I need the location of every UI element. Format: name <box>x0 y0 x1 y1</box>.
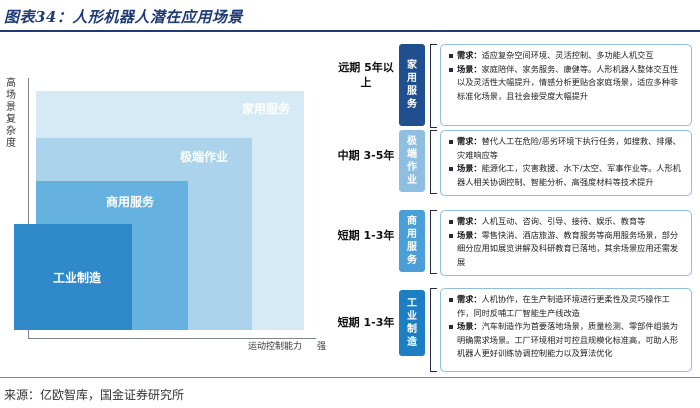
block-label-extreme-work: 极端作业 <box>180 150 229 164</box>
description-box: 需求：人机协作，在生产制造环境进行更柔性及灵巧操作工作，同时反哺工厂智能生产线改… <box>440 288 692 372</box>
tag-text: 工业制造 <box>407 298 417 348</box>
block-label-home-service: 家用服务 <box>242 102 291 116</box>
scene-item: 场景：汽车制造作为首要落地场景，质量检测、零部件组装为明确需求场景。工厂环境相对… <box>449 320 685 361</box>
tag-industrial-manufacturing: 工业制造 <box>399 290 425 356</box>
bracket <box>430 210 437 274</box>
x-axis-line <box>28 338 316 339</box>
source-note: 来源：亿欧智库，国金证券研究所 <box>4 388 185 402</box>
need-item: 需求：人机互动、咨询、引导、接待、娱乐、教育等 <box>449 215 685 229</box>
title-rule <box>0 30 700 32</box>
figure-title: 图表34：人形机器人潜在应用场景 <box>4 8 243 26</box>
need-label: 需求： <box>457 50 482 60</box>
block-industrial-manufacturing <box>14 224 132 330</box>
need-text: 替代人工在危险/恶劣环境下执行任务，如搜救、排爆、灾难响应等 <box>457 136 681 160</box>
x-axis-end-label: 强 <box>317 342 327 352</box>
scene-text: 汽车制造作为首要落地场景，质量检测、零部件组装为明确需求场景。工厂环境相对可控且… <box>457 321 679 359</box>
need-label: 需求： <box>457 136 482 146</box>
scene-item: 场景：能源化工，灾害救援、水下/太空、军事作业等。人形机器人相关协调控制、智能分… <box>449 162 685 189</box>
period-label: 短期 1-3年 <box>337 229 395 242</box>
tag-commercial-service: 商用服务 <box>399 210 425 272</box>
description-box: 需求：适应复杂空间环境、灵活控制、多功能人机交互 场景：家庭陪伴、家务服务、康健… <box>440 44 692 126</box>
scene-label: 场景： <box>457 229 482 240</box>
need-label: 需求： <box>457 216 482 226</box>
scene-item: 场景：零售快消、酒店旅游、教育服务等商用服务场景，部分细分应用如展览讲解及科研教… <box>449 229 685 270</box>
bracket <box>430 130 437 194</box>
block-label-industrial-manufacturing: 工业制造 <box>53 271 102 285</box>
tag-extreme-work: 极端作业 <box>399 130 425 192</box>
need-text: 人机协作，在生产制造环境进行更柔性及灵巧操作工作，同时反哺工厂智能生产线改造 <box>457 294 670 318</box>
need-text: 适应复杂空间环境、灵活控制、多功能人机交互 <box>481 50 654 60</box>
y-axis-title: 高 场景复杂度 <box>6 78 16 149</box>
scene-text: 家庭陪伴、家务服务、康健等。人形机器人整体交互性以及灵活性大幅提升，情感分析更贴… <box>457 63 679 101</box>
bracket <box>430 44 437 128</box>
tag-home-service: 家用服务 <box>399 44 425 126</box>
description-box: 需求：人机互动、咨询、引导、接待、娱乐、教育等 场景：零售快消、酒店旅游、教育服… <box>440 210 692 276</box>
scene-label: 场景： <box>457 63 482 74</box>
need-item: 需求：适应复杂空间环境、灵活控制、多功能人机交互 <box>449 49 685 63</box>
period-label: 远期 5年以上 <box>338 61 394 89</box>
period-label: 中期 3-5年 <box>337 149 395 162</box>
need-label: 需求： <box>457 294 482 304</box>
scene-text: 能源化工，灾害救援、水下/太空、军事作业等。人形机器人相关协调控制、智能分析、高… <box>457 163 681 187</box>
scene-label: 场景： <box>457 321 482 332</box>
tag-text: 商用服务 <box>407 216 417 266</box>
need-item: 需求：人机协作，在生产制造环境进行更柔性及灵巧操作工作，同时反哺工厂智能生产线改… <box>449 293 685 320</box>
description-box: 需求：替代人工在危险/恶劣环境下执行任务，如搜救、排爆、灾难响应等 场景：能源化… <box>440 130 692 196</box>
y-axis-line <box>28 78 29 338</box>
x-axis-title: 运动控制能力 <box>248 342 303 352</box>
bracket <box>430 288 437 372</box>
scene-label: 场景： <box>457 163 482 174</box>
need-item: 需求：替代人工在危险/恶劣环境下执行任务，如搜救、排爆、灾难响应等 <box>449 135 685 162</box>
scene-item: 场景：家庭陪伴、家务服务、康健等。人形机器人整体交互性以及灵活性大幅提升，情感分… <box>449 63 685 104</box>
tag-text: 家用服务 <box>407 60 417 110</box>
tag-text: 极端作业 <box>407 136 417 186</box>
footer-rule <box>0 377 700 378</box>
period-label: 短期 1-3年 <box>337 316 395 329</box>
need-text: 人机互动、咨询、引导、接待、娱乐、教育等 <box>481 216 646 226</box>
block-label-commercial-service: 商用服务 <box>106 195 155 209</box>
scene-text: 零售快消、酒店旅游、教育服务等商用服务场景，部分细分应用如展览讲解及科研教育已落… <box>457 229 679 267</box>
